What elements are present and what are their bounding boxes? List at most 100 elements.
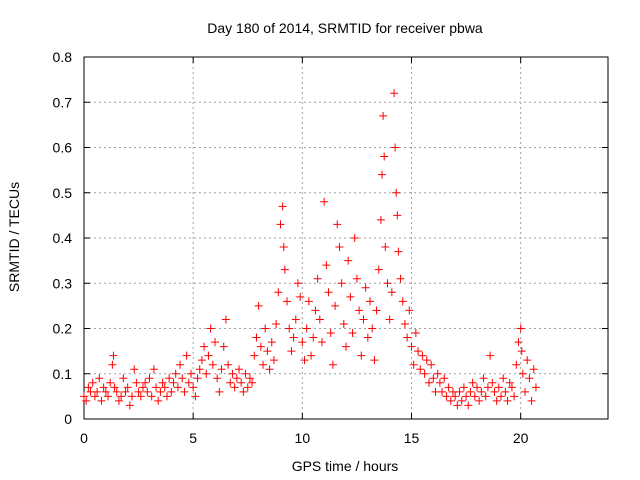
data-point bbox=[197, 356, 206, 365]
data-point bbox=[440, 374, 449, 383]
data-point bbox=[114, 396, 123, 405]
data-point bbox=[269, 356, 278, 365]
data-point bbox=[492, 396, 501, 405]
data-point bbox=[420, 369, 429, 378]
data-point bbox=[427, 360, 436, 369]
data-point bbox=[529, 365, 538, 374]
data-point bbox=[217, 365, 226, 374]
data-point bbox=[414, 347, 423, 356]
data-point bbox=[521, 387, 530, 396]
data-point bbox=[304, 297, 313, 306]
data-point bbox=[457, 396, 466, 405]
data-point bbox=[499, 374, 508, 383]
data-point bbox=[285, 324, 294, 333]
data-point bbox=[527, 396, 536, 405]
data-point bbox=[317, 338, 326, 347]
data-point bbox=[481, 392, 490, 401]
y-tick-label-3: 0.3 bbox=[53, 275, 73, 291]
data-point bbox=[387, 288, 396, 297]
data-point bbox=[241, 369, 250, 378]
data-point bbox=[331, 301, 340, 310]
x-tick-label-3: 15 bbox=[404, 430, 420, 446]
y-tick-label-4: 0.4 bbox=[53, 230, 73, 246]
data-point bbox=[123, 383, 132, 392]
data-point bbox=[468, 378, 477, 387]
data-point bbox=[424, 378, 433, 387]
data-point bbox=[407, 342, 416, 351]
data-point bbox=[104, 392, 113, 401]
data-point bbox=[204, 351, 213, 360]
data-point bbox=[326, 329, 335, 338]
data-point bbox=[462, 392, 471, 401]
data-point bbox=[416, 365, 425, 374]
data-point bbox=[497, 392, 506, 401]
data-point bbox=[106, 378, 115, 387]
data-point bbox=[488, 378, 497, 387]
data-point bbox=[357, 351, 366, 360]
data-point bbox=[200, 342, 209, 351]
data-point bbox=[97, 396, 106, 405]
data-point bbox=[108, 360, 117, 369]
data-point bbox=[298, 338, 307, 347]
data-point bbox=[510, 392, 519, 401]
data-point bbox=[344, 256, 353, 265]
data-point bbox=[178, 374, 187, 383]
data-point bbox=[267, 338, 276, 347]
data-point bbox=[335, 243, 344, 252]
data-point bbox=[518, 369, 527, 378]
data-point bbox=[486, 351, 495, 360]
data-point bbox=[348, 329, 357, 338]
data-point bbox=[112, 387, 121, 396]
data-point bbox=[311, 306, 320, 315]
data-point bbox=[235, 365, 244, 374]
data-point bbox=[219, 342, 228, 351]
data-point bbox=[167, 387, 176, 396]
data-point bbox=[90, 392, 99, 401]
data-point bbox=[184, 378, 193, 387]
data-point bbox=[165, 374, 174, 383]
data-point bbox=[95, 374, 104, 383]
data-point bbox=[265, 365, 274, 374]
data-point bbox=[531, 383, 540, 392]
data-point bbox=[451, 392, 460, 401]
data-point bbox=[134, 387, 143, 396]
data-point bbox=[263, 347, 272, 356]
data-point bbox=[191, 392, 200, 401]
data-point bbox=[477, 387, 486, 396]
data-point bbox=[136, 392, 145, 401]
data-point bbox=[195, 365, 204, 374]
data-point bbox=[464, 401, 473, 410]
data-point bbox=[475, 396, 484, 405]
data-point bbox=[473, 383, 481, 392]
data-point bbox=[523, 356, 532, 365]
data-point bbox=[385, 315, 394, 324]
data-point bbox=[479, 374, 488, 383]
data-point bbox=[211, 338, 219, 347]
y-tick-label-7: 0.7 bbox=[53, 94, 73, 110]
data-point bbox=[93, 387, 102, 396]
data-point bbox=[339, 319, 348, 328]
y-tick-label-5: 0.5 bbox=[53, 185, 73, 201]
data-point bbox=[252, 333, 261, 342]
data-point bbox=[121, 387, 130, 396]
data-point bbox=[293, 279, 302, 288]
data-point bbox=[391, 143, 400, 152]
data-point bbox=[84, 383, 93, 392]
x-tick-label-0: 0 bbox=[80, 430, 88, 446]
data-point bbox=[230, 383, 239, 392]
data-point bbox=[505, 378, 514, 387]
data-point bbox=[130, 365, 139, 374]
data-point bbox=[398, 297, 407, 306]
data-point bbox=[394, 247, 403, 256]
data-point bbox=[182, 351, 191, 360]
data-point bbox=[438, 387, 447, 396]
data-point bbox=[352, 274, 361, 283]
data-point bbox=[525, 374, 534, 383]
data-point bbox=[254, 301, 263, 310]
data-point bbox=[88, 378, 97, 387]
data-point bbox=[160, 383, 169, 392]
data-point bbox=[141, 378, 150, 387]
data-point bbox=[380, 152, 389, 161]
data-point bbox=[507, 383, 516, 392]
